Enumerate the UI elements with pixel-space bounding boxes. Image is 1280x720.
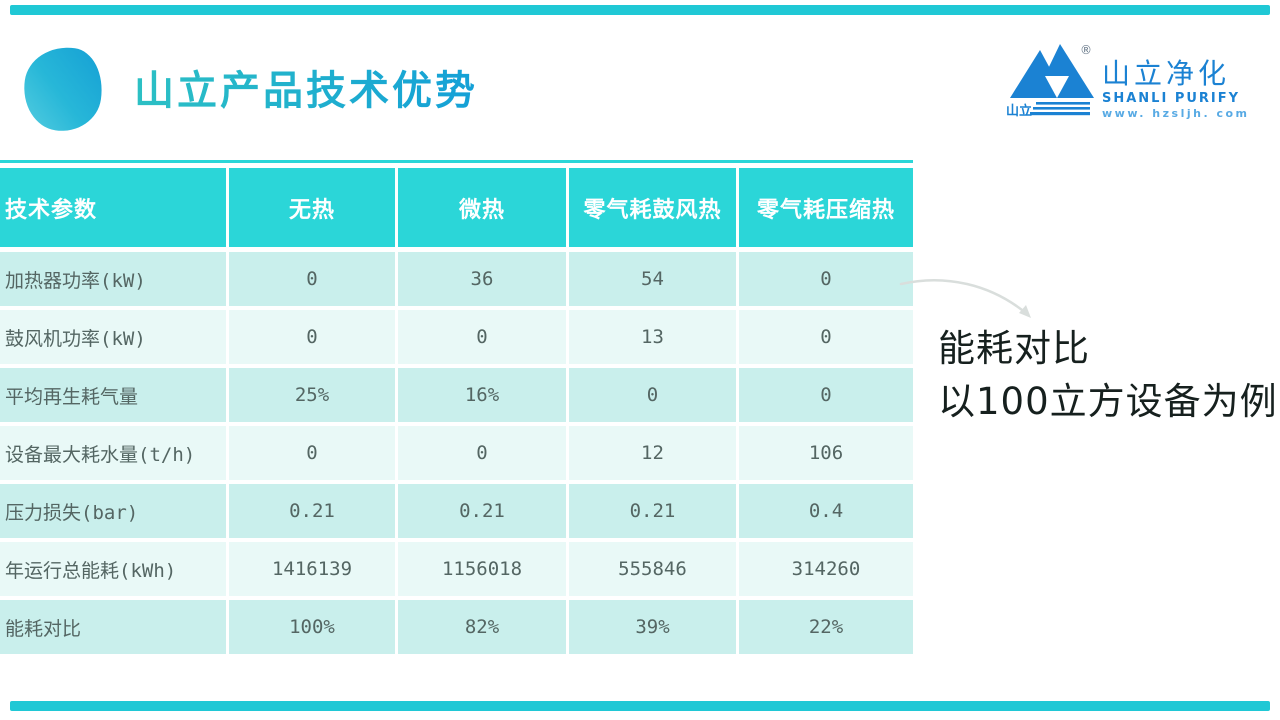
row-value: 0: [739, 310, 913, 364]
row-value: 100%: [229, 600, 395, 654]
row-value: 0: [229, 426, 395, 480]
logo-website: www. hzsljh. com: [1102, 107, 1250, 120]
row-value: 25%: [229, 368, 395, 422]
row-value: 0.21: [398, 484, 566, 538]
row-value: 39%: [569, 600, 736, 654]
row-value: 22%: [739, 600, 913, 654]
top-accent-bar: [10, 5, 1270, 15]
table-body: 加热器功率(kW) 0 36 54 0 鼓风机功率(kW) 0 0 13 0 平…: [0, 252, 913, 654]
table-row: 能耗对比 100% 82% 39% 22%: [0, 600, 913, 654]
row-value: 1156018: [398, 542, 566, 596]
row-value: 0: [398, 426, 566, 480]
row-label: 平均再生耗气量: [0, 368, 226, 422]
row-label: 能耗对比: [0, 600, 226, 654]
row-value: 36: [398, 252, 566, 306]
row-value: 54: [569, 252, 736, 306]
curved-arrow-icon: [899, 279, 1031, 318]
row-value: 314260: [739, 542, 913, 596]
company-logo: ® 山立 山立净化 SHANLI PURIFY www. hzsljh. com: [1002, 40, 1270, 120]
row-value: 555846: [569, 542, 736, 596]
row-value: 82%: [398, 600, 566, 654]
table-row: 年运行总能耗(kWh) 1416139 1156018 555846 31426…: [0, 542, 913, 596]
tech-comparison-table: 技术参数 无热 微热 零气耗鼓风热 零气耗压缩热 加热器功率(kW) 0 36 …: [0, 160, 913, 654]
row-value: 0: [739, 252, 913, 306]
row-label: 年运行总能耗(kWh): [0, 542, 226, 596]
row-value: 0: [739, 368, 913, 422]
svg-text:山立: 山立: [1006, 103, 1032, 118]
column-header: 微热: [398, 168, 566, 247]
row-value: 16%: [398, 368, 566, 422]
row-value: 0: [229, 310, 395, 364]
row-value: 0: [569, 368, 736, 422]
column-header: 零气耗压缩热: [739, 168, 913, 247]
annotation-line2: 以100立方设备为例: [938, 379, 1278, 423]
table-row: 加热器功率(kW) 0 36 54 0: [0, 252, 913, 306]
bottom-accent-bar: [10, 701, 1270, 711]
decorative-blob: [18, 41, 108, 137]
row-value: 13: [569, 310, 736, 364]
mountain-logo-icon: ® 山立: [1006, 43, 1094, 118]
annotation-line1: 能耗对比: [938, 327, 1090, 370]
row-value: 1416139: [229, 542, 395, 596]
row-value: 0: [229, 252, 395, 306]
table-row: 设备最大耗水量(t/h) 0 0 12 106: [0, 426, 913, 480]
row-label: 鼓风机功率(kW): [0, 310, 226, 364]
row-value: 12: [569, 426, 736, 480]
logo-text-block: 山立净化 SHANLI PURIFY www. hzsljh. com: [1102, 57, 1250, 120]
registered-mark: ®: [1080, 43, 1092, 57]
table-row: 平均再生耗气量 25% 16% 0 0: [0, 368, 913, 422]
row-label: 压力损失(bar): [0, 484, 226, 538]
table-row: 压力损失(bar) 0.21 0.21 0.21 0.4: [0, 484, 913, 538]
row-label: 加热器功率(kW): [0, 252, 226, 306]
row-value: 106: [739, 426, 913, 480]
page-title: 山立产品技术优势: [134, 58, 478, 116]
logo-name-cn: 山立净化: [1102, 57, 1231, 90]
row-value: 0.4: [739, 484, 913, 538]
column-header: 零气耗鼓风热: [569, 168, 736, 247]
logo-name-en: SHANLI PURIFY: [1102, 91, 1241, 106]
annotation-text: 能耗对比 以100立方设备为例: [938, 323, 1278, 428]
table-row: 鼓风机功率(kW) 0 0 13 0: [0, 310, 913, 364]
column-header: 无热: [229, 168, 395, 247]
row-label: 设备最大耗水量(t/h): [0, 426, 226, 480]
row-value: 0: [398, 310, 566, 364]
row-value: 0.21: [569, 484, 736, 538]
column-header: 技术参数: [0, 168, 226, 247]
row-value: 0.21: [229, 484, 395, 538]
table-top-accent-line: [0, 160, 913, 163]
table-header-row: 技术参数 无热 微热 零气耗鼓风热 零气耗压缩热: [0, 168, 913, 247]
